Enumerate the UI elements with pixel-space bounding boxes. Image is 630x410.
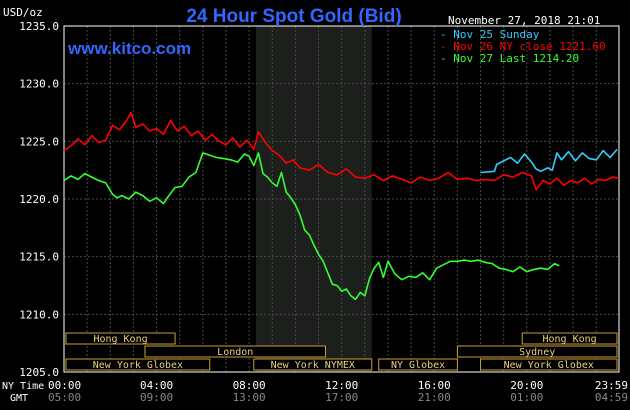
y-tick-label: 1220.0: [19, 193, 59, 206]
market-session-label: London: [217, 347, 253, 358]
market-session-bar: [253, 358, 373, 371]
market-session-label: Hong Kong: [543, 334, 597, 345]
x-tick-label-gmt: 01:00: [510, 391, 543, 404]
series-layer: [63, 111, 620, 301]
legend-entry: - Nov 25 Sunday: [440, 28, 540, 41]
chart-timestamp: November 27, 2018 21:01: [448, 14, 600, 27]
market-session-bar: [456, 345, 618, 358]
chart-title: 24 Hour Spot Gold (Bid): [186, 6, 401, 27]
market-session-label: Hong Kong: [93, 334, 147, 345]
market-session-bar: [65, 358, 211, 371]
gmt-label: GMT: [10, 393, 28, 404]
y-tick-label: 1215.0: [19, 251, 59, 264]
market-session-bar: [378, 358, 458, 371]
market-session-bar: [521, 332, 618, 345]
x-tick-label-gmt: 21:00: [418, 391, 451, 404]
y-tick-label: 1230.0: [19, 78, 59, 91]
legend-entry: - Nov 27 Last 1214.20: [440, 52, 579, 65]
series-line: [480, 148, 618, 174]
series-line: [63, 152, 560, 301]
x-tick-label-ny: 08:00: [233, 379, 266, 392]
y-axis-label: USD/oz: [3, 6, 43, 19]
market-session-label: New York Globex: [504, 360, 594, 371]
x-tick-label-ny: 20:00: [510, 379, 543, 392]
legend: - Nov 25 Sunday- Nov 26 NY close 1221.60…: [440, 28, 606, 65]
y-tick-label: 1210.0: [19, 308, 59, 321]
plot-border: [63, 25, 620, 373]
x-tick-label-ny: 23:59: [595, 379, 628, 392]
x-tick-label-gmt: 04:59: [595, 391, 628, 404]
market-session-label: NY Globex: [391, 360, 445, 371]
site-url: www.kitco.com: [67, 39, 191, 58]
market-session-label: New York NYMEX: [271, 360, 355, 371]
x-tick-label-ny: 16:00: [418, 379, 451, 392]
x-tick-label-gmt: 17:00: [325, 391, 358, 404]
x-tick-label-ny: 12:00: [325, 379, 358, 392]
x-tick-label-gmt: 05:00: [48, 391, 81, 404]
market-session-bar: [65, 332, 176, 345]
ny-time-label: NY Time: [2, 381, 44, 392]
y-tick-labels: 1235.0 1230.0 1225.0 1220.0 1215.0 1210.0 1205…: [19, 20, 59, 379]
x-tick-label-ny: 04:00: [140, 379, 173, 392]
x-tick-label-gmt: 09:00: [140, 391, 173, 404]
x-tick-label-ny: 00:00: [48, 379, 81, 392]
series-line: [63, 111, 620, 191]
market-session-bar: [144, 345, 326, 358]
grid-layer: [64, 26, 619, 372]
y-tick-label: 1235.0: [19, 20, 59, 33]
y-tick-label: 1205.0: [19, 366, 59, 379]
market-session-bars: Hong Kong London New York Globex New York N…: [65, 332, 618, 371]
market-session-label: New York Globex: [93, 360, 183, 371]
market-session-bar: [480, 358, 618, 371]
x-tick-label-gmt: 13:00: [233, 391, 266, 404]
legend-entry: - Nov 26 NY close 1221.60: [440, 40, 606, 53]
market-session-label: Sydney: [519, 347, 555, 358]
y-tick-label: 1225.0: [19, 135, 59, 148]
